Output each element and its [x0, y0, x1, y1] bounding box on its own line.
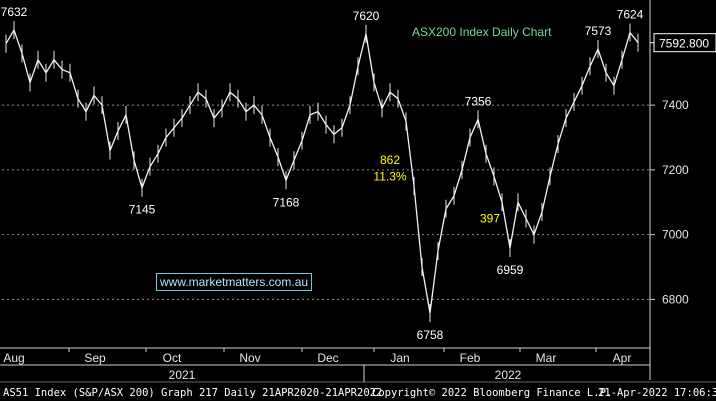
x-tick-label: Nov	[239, 351, 260, 365]
x-tick-label: Mar	[536, 351, 557, 365]
y-tick-label: 6800	[662, 292, 689, 306]
footer-left: AS51 Index (S&P/ASX 200) Graph 217 Daily…	[3, 387, 383, 399]
y-tick-label: 7400	[662, 98, 689, 112]
annotation-label: 7145	[129, 203, 156, 217]
annotation-label: 7573	[585, 24, 612, 38]
price-series	[5, 21, 639, 323]
footer-right: 21-Apr-2022 17:06:34	[598, 387, 716, 399]
y-tick-label: 7000	[662, 228, 689, 242]
x-tick-label: Feb	[460, 351, 481, 365]
annotation-label: 862	[380, 153, 400, 167]
annotation-label: 397	[480, 211, 500, 225]
x-tick-label: Jan	[390, 351, 409, 365]
last-price-box	[653, 33, 716, 53]
x-tick-label: Aug	[3, 351, 24, 365]
annotation-label: 7624	[617, 8, 644, 22]
x-tick-label: Oct	[163, 351, 182, 365]
annotation-label: 6959	[497, 263, 524, 277]
grid-lines	[2, 104, 650, 300]
year-label: 2021	[169, 368, 196, 382]
price-line	[5, 28, 639, 314]
annotations: 7632 7145 7168 7620 6758 7356 6959 7573 7624 862 1…	[1, 5, 644, 342]
annotation-label: 7356	[465, 94, 492, 108]
footer-bar	[0, 382, 716, 401]
x-tick-label: Dec	[317, 351, 338, 365]
x-tick-label: Apr	[613, 351, 632, 365]
x-axis: Aug Sep Oct Nov Dec Jan Feb Mar Apr 2021 2022	[0, 347, 716, 401]
x-tick-label: Sep	[84, 351, 106, 365]
y-axis: 6800 7000 7200 7400 7592.800	[649, 0, 716, 380]
annotation-label: 6758	[417, 328, 444, 342]
annotation-label: 7632	[1, 5, 28, 19]
annotation-label: 11.3%	[373, 169, 406, 183]
watermark-link[interactable]: www.marketmatters.com.au	[156, 273, 313, 291]
y-tick-label: 7200	[662, 163, 689, 177]
chart-title: ASX200 Index Daily Chart	[412, 25, 552, 39]
footer-center: Copyright© 2022 Bloomberg Finance L.P.	[372, 387, 613, 399]
year-label: 2022	[495, 368, 522, 382]
last-price-label: 7592.800	[659, 37, 709, 51]
annotation-label: 7168	[273, 195, 300, 209]
annotation-label: 7620	[353, 9, 380, 23]
